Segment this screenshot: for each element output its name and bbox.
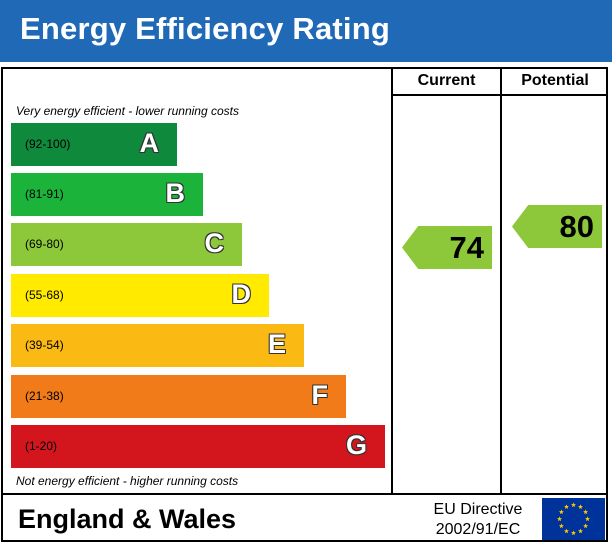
eu-star-icon bbox=[557, 516, 562, 522]
band-range: (81-91) bbox=[25, 187, 64, 201]
bottom-note: Not energy efficient - higher running co… bbox=[16, 474, 239, 488]
eu-star-icon bbox=[583, 523, 589, 529]
band-range: (55-68) bbox=[25, 288, 64, 302]
page-title: Energy Efficiency Rating bbox=[20, 11, 391, 46]
eu-directive-line1: EU Directive bbox=[433, 501, 523, 518]
band-range: (69-80) bbox=[25, 237, 64, 251]
eu-star-icon bbox=[578, 528, 583, 534]
eu-star-icon bbox=[578, 504, 583, 509]
band-d: (55-68) D bbox=[11, 274, 269, 317]
band-range: (1-20) bbox=[25, 439, 58, 453]
eu-star-icon bbox=[564, 528, 569, 534]
band-range: (39-54) bbox=[25, 338, 64, 352]
column-divider-left bbox=[391, 67, 393, 495]
band-letter: A bbox=[139, 128, 160, 158]
band-letter: E bbox=[267, 329, 286, 359]
band-e: (39-54) E bbox=[11, 324, 304, 367]
potential-rating-arrow: 80 bbox=[512, 205, 602, 248]
band-b: (81-91) B bbox=[11, 173, 203, 216]
band-range: (92-100) bbox=[25, 137, 71, 151]
region-label: England & Wales bbox=[18, 504, 237, 534]
eu-directive-line2: 2002/91/EC bbox=[435, 521, 521, 538]
band-letter: D bbox=[231, 279, 252, 309]
band-c: (69-80) C bbox=[11, 223, 242, 266]
top-note: Very energy efficient - lower running co… bbox=[16, 104, 239, 118]
eu-star-icon bbox=[571, 530, 576, 536]
current-rating-arrow: 74 bbox=[402, 226, 492, 269]
eu-star-icon bbox=[558, 509, 564, 515]
header-bar: Energy Efficiency Rating bbox=[0, 0, 612, 62]
band-f: (21-38) F bbox=[11, 375, 346, 418]
band-a: (92-100) A bbox=[11, 123, 177, 166]
column-divider-right bbox=[500, 67, 502, 495]
eu-flag-icon bbox=[542, 498, 605, 540]
column-header-divider bbox=[391, 94, 608, 96]
current-column-header: Current bbox=[417, 72, 476, 89]
potential-rating-value: 80 bbox=[559, 209, 594, 244]
potential-column-header: Potential bbox=[521, 72, 589, 89]
band-letter: C bbox=[204, 228, 225, 258]
rating-frame bbox=[1, 67, 608, 542]
eu-star-icon bbox=[564, 504, 569, 509]
band-letter: B bbox=[165, 178, 186, 208]
eu-star-icon bbox=[585, 516, 590, 522]
eu-flag-stars bbox=[557, 502, 590, 536]
eu-directive-text: EU Directive 2002/91/EC bbox=[420, 500, 536, 540]
band-letter: G bbox=[345, 430, 367, 460]
footer-divider bbox=[1, 493, 608, 495]
eu-star-icon bbox=[558, 523, 564, 529]
band-letter: F bbox=[311, 380, 329, 410]
band-range: (21-38) bbox=[25, 389, 64, 403]
eu-star-icon bbox=[583, 509, 589, 515]
band-g: (1-20) G bbox=[11, 425, 385, 468]
eu-star-icon bbox=[571, 502, 576, 508]
current-rating-value: 74 bbox=[449, 230, 484, 265]
